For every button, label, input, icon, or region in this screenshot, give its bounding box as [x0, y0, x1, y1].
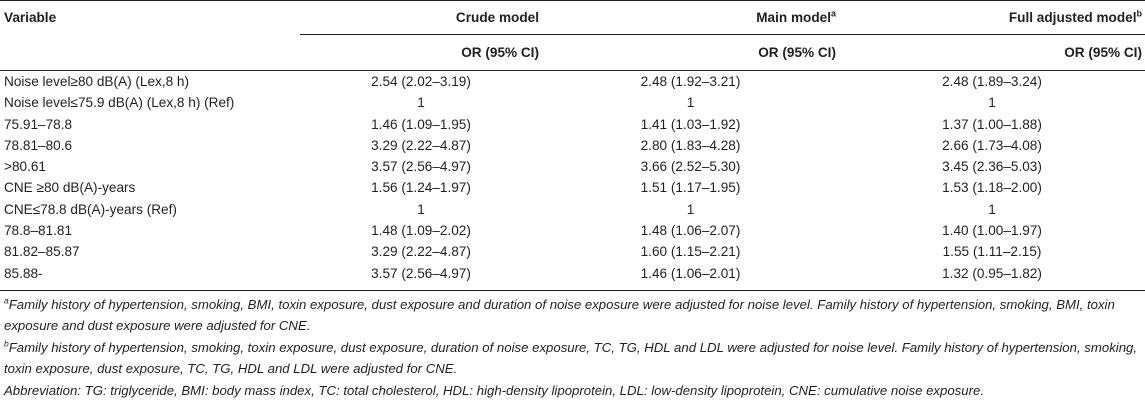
- cell-main: 3.66 (2.52–5.30): [640, 159, 741, 175]
- cell-crude: 2.54 (2.02–3.19): [371, 74, 471, 89]
- table-row: Noise level≥80 dB(A) (Lex,8 h) 2.54 (2.0…: [0, 71, 1145, 93]
- cell-variable: 78.8–81.81: [4, 223, 73, 239]
- cell-main: 1.41 (1.03–1.92): [640, 116, 741, 132]
- table-row: Noise level≤75.9 dB(A) (Lex,8 h) (Ref) 1…: [0, 92, 1145, 113]
- cell-full: 1.53 (1.18–2.00): [942, 180, 1042, 196]
- cell-full: 1.55 (1.11–2.15): [942, 244, 1042, 260]
- cell-crude: 1.56 (1.24–1.97): [371, 180, 471, 196]
- table-row: >80.61 3.57 (2.56–4.97) 3.66 (2.52–5.30)…: [0, 156, 1145, 177]
- cell-full: 1.40 (1.00–1.97): [942, 223, 1042, 239]
- header-full-model-label: Full adjusted model: [1008, 10, 1137, 25]
- table-row: 75.91–78.8 1.46 (1.09–1.95) 1.41 (1.03–1…: [0, 114, 1145, 135]
- cell-main: 1.51 (1.17–1.95): [640, 180, 741, 196]
- cell-variable: >80.61: [4, 159, 46, 175]
- cell-crude: 1: [417, 201, 425, 217]
- cell-main: 1: [686, 95, 695, 111]
- header-variable: Variable: [0, 0, 300, 35]
- cell-full: 2.48 (1.89–3.24): [942, 74, 1042, 89]
- subheader-main-or: OR (95% CI): [542, 34, 839, 71]
- cell-crude: 1: [417, 95, 425, 111]
- cell-variable: Noise level≤75.9 dB(A) (Lex,8 h) (Ref): [4, 95, 235, 111]
- table-body: Noise level≥80 dB(A) (Lex,8 h) 2.54 (2.0…: [0, 71, 1145, 290]
- header-main-model: Main modela: [542, 0, 839, 35]
- cell-full: 1.32 (0.95–1.82): [942, 265, 1042, 281]
- cell-variable: 78.81–80.6: [4, 137, 73, 153]
- footnote-b-text: Family history of hypertension, smoking,…: [4, 339, 1138, 377]
- subheader-row: OR (95% CI) OR (95% CI) OR (95% CI): [0, 34, 1145, 71]
- header-full-footnote-mark: b: [1136, 8, 1143, 19]
- cell-variable: CNE ≥80 dB(A)-years: [4, 180, 136, 196]
- footnote-a-mark: a: [4, 295, 9, 306]
- odds-ratio-table: Variable Crude model Main modela Full ad…: [0, 0, 1145, 290]
- footnote-b: bFamily history of hypertension, smoking…: [4, 337, 1141, 380]
- table-row: 81.82–85.87 3.29 (2.22–4.87) 1.60 (1.15–…: [0, 241, 1145, 262]
- footnote-a-text: Family history of hypertension, smoking,…: [4, 296, 1115, 334]
- subheader-full-or: OR (95% CI): [839, 34, 1145, 71]
- footnote-abbreviation: Abbreviation: TG: triglyceride, BMI: bod…: [4, 382, 984, 398]
- cell-full: 2.66 (1.73–4.08): [942, 137, 1042, 153]
- cell-main: 1.46 (1.06–2.01): [640, 265, 741, 281]
- header-crude-model-label: Crude model: [455, 10, 539, 25]
- header-row: Variable Crude model Main modela Full ad…: [0, 0, 1145, 35]
- cell-full: 3.45 (2.36–5.03): [942, 159, 1042, 175]
- cell-variable: 85.88-: [4, 265, 43, 281]
- cell-full: 1.37 (1.00–1.88): [942, 116, 1042, 132]
- table-row: 85.88- 3.57 (2.56–4.97) 1.46 (1.06–2.01)…: [0, 263, 1145, 290]
- table-bottom-rule: [0, 289, 1145, 291]
- cell-crude: 3.57 (2.56–4.97): [371, 159, 471, 175]
- footnote-a: aFamily history of hypertension, smoking…: [4, 294, 1141, 337]
- cell-variable: Noise level≥80 dB(A) (Lex,8 h): [4, 74, 190, 89]
- header-main-footnote-mark: a: [830, 8, 836, 19]
- header-full-model: Full adjusted modelb: [839, 0, 1145, 35]
- cell-crude: 1.46 (1.09–1.95): [371, 116, 471, 132]
- cell-crude: 1.48 (1.09–2.02): [371, 223, 471, 239]
- subheader-crude-or: OR (95% CI): [300, 34, 542, 71]
- cell-crude: 3.29 (2.22–4.87): [371, 244, 471, 260]
- cell-variable: 75.91–78.8: [4, 116, 73, 132]
- cell-crude: 3.29 (2.22–4.87): [371, 137, 471, 153]
- cell-main: 2.48 (1.92–3.21): [640, 74, 741, 89]
- cell-variable: 81.82–85.87: [4, 244, 80, 260]
- cell-main: 1.60 (1.15–2.21): [640, 244, 741, 260]
- table-row: CNE ≥80 dB(A)-years 1.56 (1.24–1.97) 1.5…: [0, 177, 1145, 198]
- subheader-blank: [0, 34, 300, 71]
- cell-main: 1.48 (1.06–2.07): [640, 223, 741, 239]
- table-footnotes: aFamily history of hypertension, smoking…: [0, 291, 1145, 401]
- cell-main: 1: [686, 201, 695, 217]
- cell-variable: CNE≤78.8 dB(A)-years (Ref): [4, 201, 177, 217]
- footnote-b-mark: b: [4, 338, 9, 349]
- table-row: 78.8–81.81 1.48 (1.09–2.02) 1.48 (1.06–2…: [0, 220, 1145, 241]
- header-crude-model: Crude model: [300, 0, 542, 35]
- table-row: 78.81–80.6 3.29 (2.22–4.87) 2.80 (1.83–4…: [0, 135, 1145, 156]
- cell-full: 1: [988, 95, 996, 111]
- header-main-model-label: Main model: [756, 10, 831, 25]
- cell-crude: 3.57 (2.56–4.97): [371, 265, 471, 281]
- cell-main: 2.80 (1.83–4.28): [640, 137, 741, 153]
- cell-full: 1: [988, 201, 996, 217]
- table-row: CNE≤78.8 dB(A)-years (Ref) 1 1 1: [0, 199, 1145, 220]
